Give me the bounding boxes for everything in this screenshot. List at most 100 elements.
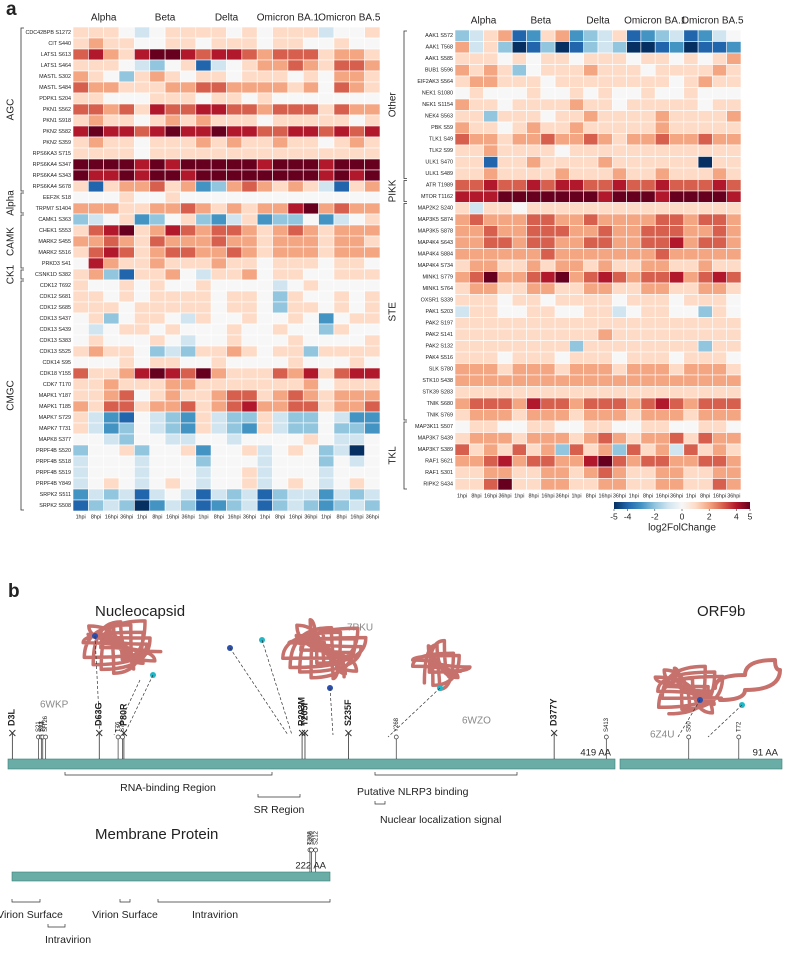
heatmap-cell [497,340,513,353]
heatmap-cell [640,432,656,445]
heatmap-cell [72,235,89,248]
heatmap-cell [654,87,670,100]
x-tick-label: 16hpi [289,514,302,520]
heatmap-cell [364,26,381,39]
group-bracket [403,30,407,179]
heatmap-cell [364,59,381,72]
heatmap-cell [583,179,599,192]
heatmap-cell [302,290,319,303]
heatmap-cell [511,317,527,330]
heatmap-cell [726,156,742,169]
heatmap-cell [226,147,243,160]
heatmap-cell [726,478,742,491]
heatmap-cell [497,121,513,134]
heatmap-cell [654,409,670,422]
heatmap-cell [640,41,656,54]
heatmap-cell [287,114,304,127]
heatmap-cell [483,409,499,422]
heatmap-cell [72,290,89,303]
heatmap-cell [302,180,319,193]
heatmap-cell [597,340,613,353]
heatmap-cell [103,158,120,171]
row-label: TRPM7 S1404 [36,206,71,212]
heatmap-cell [540,236,556,249]
heatmap-cell [468,202,484,215]
heatmap-cell [540,121,556,134]
heatmap-cell [272,114,289,127]
heatmap-cell [134,147,151,160]
group-label: CK1 [6,264,17,284]
heatmap-cell [726,29,742,42]
heatmap-cell [669,202,685,215]
heatmap-cell [697,443,713,456]
heatmap-cell [164,257,181,270]
heatmap-cell [597,305,613,318]
heatmap-cell [164,191,181,204]
heatmap-cell [726,409,742,422]
heatmap-cell [540,386,556,399]
heatmap-cell [626,351,642,364]
heatmap-cell [626,52,642,65]
heatmap-cell [597,443,613,456]
heatmap-cell [103,466,120,479]
heatmap-cell [583,75,599,88]
heatmap-cell [256,257,273,270]
x-tick-label: 16hpi [228,514,241,520]
heatmap-cell [226,455,243,468]
heatmap-cell [272,81,289,94]
heatmap-cell [195,92,212,105]
heatmap-cell [256,48,273,61]
heatmap-cell [134,499,151,512]
heatmap-cell [180,356,197,369]
heatmap-cell [241,345,258,358]
heatmap-cell [669,351,685,364]
heatmap-cell [640,317,656,330]
heatmap-cell [640,363,656,376]
heatmap-cell [654,225,670,238]
heatmap-cell [726,432,742,445]
heatmap-cell [497,202,513,215]
heatmap-cell [302,235,319,248]
heatmap-cell [333,378,350,391]
heatmap-cell [149,81,166,94]
heatmap-cell [364,301,381,314]
heatmap-cell [697,98,713,111]
heatmap-cell [318,323,335,336]
heatmap-cell [454,29,470,42]
heatmap-cell [226,422,243,435]
heatmap-cell [540,478,556,491]
heatmap-cell [597,317,613,330]
heatmap-cell [256,433,273,446]
heatmap-cell [88,235,104,248]
heatmap-cell [164,422,181,435]
heatmap-cell [526,52,542,65]
heatmap-cell [149,444,166,457]
heatmap-cell [348,268,365,281]
heatmap-cell [483,41,499,54]
row-label: PAK2 S197 [426,321,453,327]
heatmap-cell [654,167,670,180]
heatmap-cell [103,26,120,39]
heatmap-cell [195,169,212,182]
heatmap-cell [180,70,197,83]
heatmap-cell [88,70,104,83]
heatmap-cell [497,236,513,249]
heatmap-cell [640,110,656,123]
heatmap-cell [569,363,585,376]
row-label: TNIK S769 [427,413,453,419]
heatmap-cell [226,169,243,182]
heatmap-cell [149,345,166,358]
heatmap-cell [210,389,227,402]
heatmap-cell [195,202,212,215]
heatmap-cell [149,356,166,369]
heatmap-cell [626,144,642,157]
heatmap-cell [226,323,243,336]
heatmap-cell [72,158,89,171]
heatmap-cell [180,136,197,149]
heatmap-cell [88,246,104,259]
heatmap-cell [364,466,381,479]
heatmap-cell [483,236,499,249]
heatmap-cell [348,334,365,347]
heatmap-cell [103,48,120,61]
heatmap-cell [272,224,289,237]
